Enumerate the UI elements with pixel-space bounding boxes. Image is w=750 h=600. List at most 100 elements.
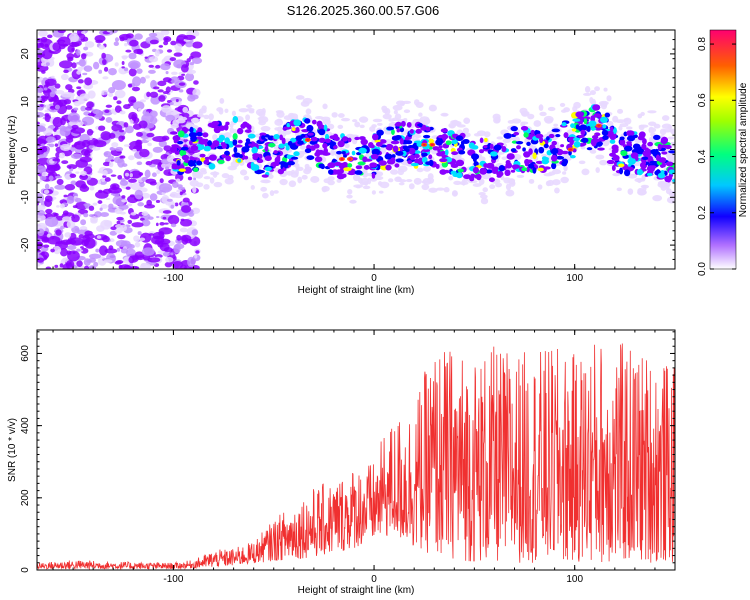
heatmap-cell — [662, 128, 672, 133]
heatmap-cell — [166, 49, 173, 53]
heatmap-cell — [204, 159, 210, 163]
heatmap-cell — [584, 86, 591, 93]
heatmap-cell — [139, 182, 145, 188]
heatmap-cell — [81, 31, 86, 34]
heatmap-cell — [111, 79, 126, 91]
heatmap-cell — [375, 141, 383, 147]
heatmap-cell — [100, 219, 112, 230]
heatmap-cell — [421, 148, 431, 153]
heatmap-cell — [468, 142, 475, 149]
heatmap-cell — [148, 69, 156, 74]
heatmap-cell — [78, 234, 85, 239]
heatmap-cell — [626, 135, 636, 142]
heatmap-cell — [491, 166, 499, 172]
heatmap-cell — [149, 110, 158, 118]
heatmap-cell — [534, 129, 539, 136]
heatmap-cell — [137, 202, 145, 207]
colorbar-title: Normalized spectral amplitude — [738, 82, 749, 217]
heatmap-cell — [325, 138, 331, 144]
heatmap-cell — [323, 124, 328, 132]
chart-title: S126.2025.360.00.57.G06 — [287, 3, 440, 18]
heatmap-cell — [448, 175, 454, 181]
heatmap-cell — [505, 189, 515, 197]
heatmap-cell — [69, 237, 84, 246]
heatmap-cell — [571, 128, 577, 132]
heatmap-cell — [221, 154, 227, 159]
heatmap-cell — [612, 115, 619, 123]
spectrogram-x-ticks: -100 0 100 — [52, 30, 676, 284]
heatmap-cell — [532, 167, 537, 174]
heatmap-cell — [294, 168, 299, 176]
heatmap-cell — [158, 95, 166, 102]
heatmap-cell — [165, 201, 171, 206]
heatmap-cell — [88, 214, 95, 218]
heatmap-cell — [668, 190, 675, 197]
heatmap-cell — [428, 187, 438, 193]
heatmap-cell — [275, 110, 284, 114]
heatmap-cell — [474, 174, 479, 179]
heatmap-cell — [370, 144, 375, 149]
heatmap-cell — [660, 138, 668, 144]
heatmap-cell — [50, 248, 55, 253]
heatmap-cell — [116, 100, 122, 105]
heatmap-cell — [293, 119, 301, 127]
heatmap-cell — [627, 157, 636, 165]
heatmap-cell — [358, 147, 367, 154]
heatmap-cell — [156, 169, 161, 175]
heatmap-cell — [322, 143, 328, 149]
heatmap-cell — [303, 168, 312, 175]
heatmap-cell — [95, 248, 100, 253]
heatmap-cell — [520, 125, 529, 131]
heatmap-cell — [79, 226, 88, 230]
heatmap-cell — [176, 64, 182, 69]
heatmap-cell — [37, 217, 42, 222]
heatmap-cell — [91, 147, 101, 151]
heatmap-cell — [169, 101, 174, 106]
heatmap-cell — [114, 89, 126, 99]
heatmap-cell — [229, 123, 234, 128]
heatmap-cell — [44, 237, 50, 243]
heatmap-cell — [223, 132, 232, 139]
heatmap-cell — [336, 150, 343, 155]
heatmap-cell — [130, 212, 137, 216]
spectrogram-x-tick-label: 0 — [371, 273, 377, 284]
heatmap-cell — [125, 125, 134, 134]
heatmap-cell — [104, 109, 110, 114]
heatmap-cell — [545, 136, 550, 141]
heatmap-cell — [653, 123, 661, 129]
heatmap-cell — [581, 168, 590, 176]
heatmap-cell — [327, 162, 336, 169]
spectrogram-x-tick-label: -100 — [163, 273, 183, 284]
heatmap-cell — [328, 141, 337, 147]
heatmap-cell — [179, 191, 183, 196]
heatmap-cell — [496, 171, 504, 177]
heatmap-cell — [148, 32, 158, 37]
heatmap-cell — [399, 137, 404, 145]
heatmap-cell — [121, 66, 125, 69]
heatmap-cell — [232, 139, 238, 146]
heatmap-cell — [180, 218, 185, 222]
heatmap-cell — [437, 134, 444, 139]
heatmap-cell — [546, 179, 555, 186]
heatmap-cell — [129, 39, 139, 47]
colorbar-tick-label: 0.0 — [697, 262, 708, 276]
heatmap-cell — [636, 168, 643, 176]
heatmap-cell — [227, 174, 234, 180]
heatmap-cell — [555, 155, 565, 160]
heatmap-cell — [234, 144, 243, 148]
heatmap-cell — [92, 108, 100, 115]
heatmap-cell — [550, 154, 558, 162]
heatmap-cell — [108, 92, 114, 97]
heatmap-cell — [172, 260, 184, 269]
heatmap-cell — [165, 166, 170, 170]
heatmap-cell — [157, 240, 164, 248]
heatmap-cell — [40, 95, 49, 99]
heatmap-cell — [310, 136, 318, 142]
heatmap-cell — [196, 160, 203, 166]
heatmap-cell — [61, 160, 69, 165]
heatmap-cell — [590, 127, 597, 131]
heatmap-cell — [107, 155, 115, 160]
heatmap-cell — [617, 108, 624, 114]
heatmap-cell — [410, 162, 419, 167]
heatmap-cell — [333, 136, 340, 142]
